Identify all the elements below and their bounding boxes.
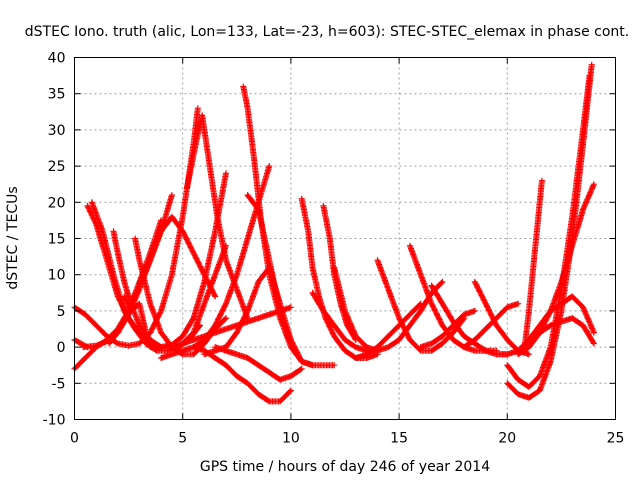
- series-arc-9: [121, 293, 149, 336]
- y-tick-label: -5: [52, 376, 66, 392]
- series-markers: [190, 344, 294, 405]
- y-tick-label: 5: [57, 304, 66, 320]
- x-tick-label: 15: [390, 431, 408, 447]
- series-markers: [158, 163, 273, 361]
- series-arc-36: [525, 315, 597, 351]
- series-markers: [417, 307, 478, 351]
- y-tick-label: 15: [48, 232, 66, 248]
- y-tick-label: 25: [48, 159, 66, 175]
- y-tick-label: 0: [57, 340, 66, 356]
- series-markers: [525, 315, 597, 351]
- series-markers: [244, 192, 294, 347]
- x-tick-label: 20: [498, 431, 516, 447]
- series-markers: [374, 257, 467, 354]
- series-markers: [179, 242, 229, 347]
- y-tick-label: 30: [48, 123, 66, 139]
- series-arc-13: [184, 112, 251, 322]
- series-arc-27: [417, 307, 478, 351]
- x-tick-label: 5: [178, 431, 187, 447]
- data-marks: [71, 61, 597, 405]
- y-tick-label: 35: [48, 87, 66, 103]
- axis-ticks: 0 5 10 15 20 25 -10 -5 0 5 10 15 20 25 30 35 40: [43, 51, 625, 447]
- series-markers: [121, 293, 149, 336]
- x-tick-label: 10: [282, 431, 300, 447]
- series-arc-25: [374, 257, 467, 354]
- y-tick-label: 20: [48, 195, 66, 211]
- series-arc-19: [212, 344, 305, 383]
- series-arc-14: [179, 242, 229, 347]
- chart-title: dSTEC Iono. truth (alic, Lon=133, Lat=-2…: [25, 24, 629, 40]
- series-markers: [212, 344, 305, 383]
- y-tick-label: -10: [43, 413, 66, 429]
- y-axis-label: dSTEC / TECUs: [5, 186, 21, 289]
- series-arc-12: [158, 163, 273, 361]
- x-axis-label: GPS time / hours of day 246 of year 2014: [200, 459, 490, 475]
- series-markers: [184, 112, 251, 322]
- series-arc-17: [244, 192, 294, 347]
- x-tick-label: 25: [607, 431, 625, 447]
- y-tick-label: 10: [48, 268, 66, 284]
- x-tick-label: 0: [70, 431, 79, 447]
- series-arc-18: [190, 344, 294, 405]
- series-arc-35: [521, 177, 545, 351]
- y-tick-label: 40: [48, 51, 66, 67]
- series-markers: [521, 177, 545, 351]
